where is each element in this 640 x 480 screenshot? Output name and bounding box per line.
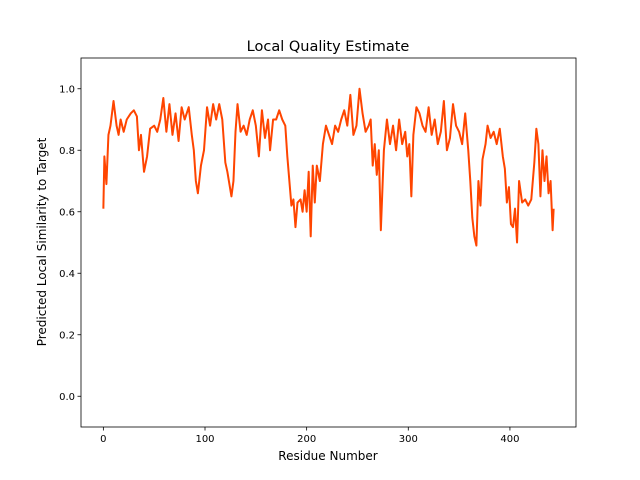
y-tick-label: 0.6 bbox=[59, 207, 75, 218]
y-axis-label: Predicted Local Similarity to Target bbox=[35, 137, 49, 346]
y-tick-label: 0.0 bbox=[59, 392, 75, 403]
x-tick-label: 0 bbox=[100, 434, 106, 445]
chart-title: Local Quality Estimate bbox=[247, 39, 410, 55]
y-tick-label: 0.8 bbox=[59, 146, 75, 157]
data-line bbox=[102, 87, 555, 247]
plot-frame bbox=[80, 57, 577, 428]
y-tick-label: 0.2 bbox=[59, 330, 75, 341]
x-axis-label: Residue Number bbox=[278, 449, 377, 463]
x-tick-label: 400 bbox=[500, 434, 519, 445]
y-tick-label: 0.4 bbox=[59, 269, 75, 280]
y-tick-label: 1.0 bbox=[59, 84, 75, 95]
x-tick-label: 300 bbox=[399, 434, 418, 445]
x-tick-label: 100 bbox=[195, 434, 214, 445]
x-tick-label: 200 bbox=[297, 434, 316, 445]
